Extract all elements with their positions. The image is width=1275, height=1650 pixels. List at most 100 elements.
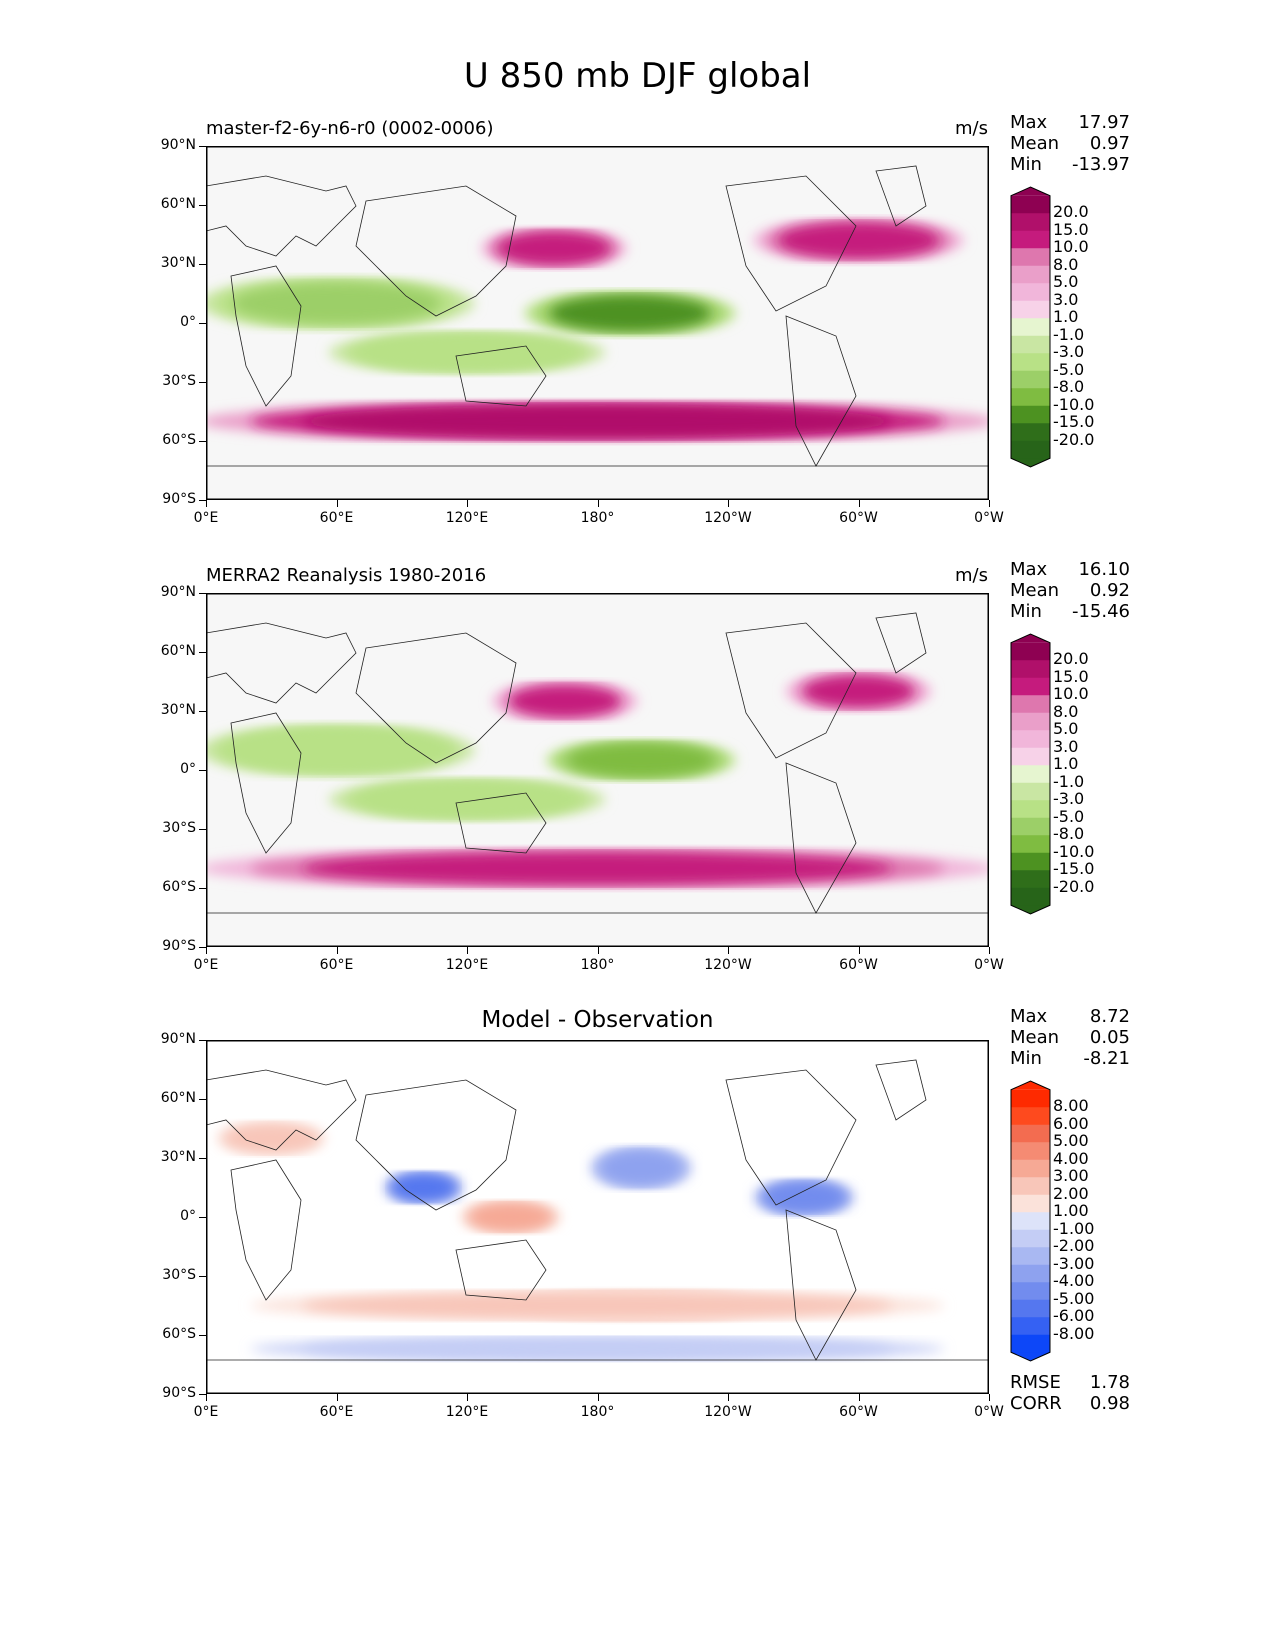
coastline [230, 1159, 302, 1301]
figure-title: U 850 mb DJF global [463, 56, 812, 96]
colorbar-tick-label: 1.0 [1053, 307, 1079, 327]
colorbar-cell [1011, 800, 1050, 819]
lon-tick-mark [989, 1394, 990, 1401]
lat-tick-label: 90°N [160, 584, 196, 600]
colorbar-cell [1011, 1317, 1050, 1336]
lon-tick-label: 60°E [319, 957, 354, 973]
map-border [206, 146, 989, 500]
map-panel-2 [206, 593, 989, 947]
stat-max-value: 16.10 [1078, 559, 1130, 580]
colorbar-tick-label: 3.0 [1053, 736, 1079, 756]
colorbar [1010, 186, 1051, 468]
stat-mean-label: Mean [1010, 580, 1060, 601]
coastline [725, 622, 857, 759]
lon-tick-label: 0°E [193, 1404, 219, 1420]
panel-title: master-f2-6y-n6-r0 (0002-0006) [206, 118, 494, 139]
stat-corr-value: 0.98 [1089, 1393, 1130, 1414]
lon-tick-mark [858, 947, 860, 954]
coastline [206, 622, 357, 704]
colorbar-cell [1011, 747, 1050, 766]
field-feature [302, 1338, 893, 1360]
colorbar-tick-label: 10.0 [1053, 237, 1089, 257]
colorbar-tick-label: -1.00 [1053, 1218, 1095, 1238]
field-feature [601, 1151, 681, 1185]
colorbar-tick-label: -3.0 [1053, 789, 1085, 809]
field-feature [391, 1174, 456, 1201]
lat-tick-label: 90°S [162, 938, 196, 954]
lat-tick-mark [199, 888, 206, 889]
coastline [875, 1059, 927, 1121]
stat-max-label: Max [1010, 1006, 1048, 1027]
colorbar-cell [1011, 782, 1050, 801]
colorbar-cell [1011, 353, 1050, 372]
colorbar-tick-label: -20.0 [1053, 429, 1095, 449]
colorbar [1010, 633, 1051, 915]
colorbar-cell [1011, 1107, 1050, 1126]
lon-tick-label: 120°E [445, 957, 489, 973]
coastline [355, 632, 517, 764]
lat-tick-mark [199, 593, 206, 594]
lon-tick-mark [597, 500, 599, 507]
colorbar-tick-label: -1.0 [1053, 324, 1085, 344]
colorbar-cell [1011, 1142, 1050, 1161]
lon-tick-label: 0°E [193, 957, 219, 973]
colorbar-tick-label: -15.0 [1053, 859, 1095, 879]
coastline [206, 1069, 357, 1151]
lat-tick-mark [199, 1335, 206, 1336]
colorbar-cell [1011, 213, 1050, 232]
lon-tick-label: 120°W [704, 1404, 752, 1420]
coastline [725, 1069, 857, 1206]
lat-tick-mark [199, 947, 206, 948]
lat-tick-label: 30°S [162, 1267, 196, 1283]
coastline [206, 1359, 989, 1394]
lat-tick-mark [199, 1276, 206, 1277]
lat-tick-mark [199, 323, 206, 324]
stat-mean-label: Mean [1010, 1027, 1060, 1048]
colorbar-tick-label: -4.00 [1053, 1271, 1095, 1291]
lat-tick-mark [199, 500, 206, 501]
colorbar-cell [1011, 388, 1050, 407]
units-label: m/s [955, 565, 988, 586]
stat-mean-value: 0.05 [1089, 1027, 1130, 1048]
lat-tick-mark [199, 205, 206, 206]
colorbar-cell [1011, 1264, 1050, 1283]
stat-mean-value: 0.97 [1089, 133, 1130, 154]
lon-tick-mark [728, 500, 729, 507]
stat-max-label: Max [1010, 112, 1048, 133]
stat-min-value: -15.46 [1071, 601, 1130, 622]
lon-tick-label: 60°E [319, 510, 354, 526]
lon-tick-label: 0°W [974, 957, 1004, 973]
lat-tick-label: 30°N [160, 702, 196, 718]
stat-max-value: 8.72 [1089, 1006, 1130, 1027]
colorbar-outline [1010, 186, 1051, 468]
lat-tick-mark [199, 770, 206, 771]
lon-tick-label: 120°W [704, 510, 752, 526]
colorbar-tick-label: 8.0 [1053, 701, 1079, 721]
colorbar-tick-label: 5.00 [1053, 1131, 1089, 1151]
colorbar-tick-label: -1.0 [1053, 771, 1085, 791]
colorbar-cell [1011, 642, 1050, 661]
colorbar-cell [1011, 423, 1050, 442]
colorbar-tick-label: 5.0 [1053, 719, 1079, 739]
colorbar-cell [1011, 195, 1050, 214]
lon-tick-mark [989, 500, 990, 507]
coastline [785, 315, 857, 467]
lon-tick-mark [206, 500, 207, 507]
colorbar-extend-top [1011, 187, 1050, 196]
colorbar-tick-label: 1.0 [1053, 754, 1079, 774]
colorbar-cell [1011, 1194, 1050, 1213]
lon-tick-mark [467, 500, 468, 507]
colorbar-tick-label: -15.0 [1053, 412, 1095, 432]
colorbar-tick-label: -10.0 [1053, 841, 1095, 861]
lat-tick-mark [199, 1040, 206, 1041]
lon-tick-mark [336, 947, 338, 954]
colorbar-tick-label: 10.0 [1053, 684, 1089, 704]
colorbar-cell [1011, 1089, 1050, 1108]
colorbar-cell [1011, 1334, 1050, 1353]
colorbar-tick-label: -8.00 [1053, 1323, 1095, 1343]
lon-tick-mark [858, 1394, 860, 1401]
field-feature [232, 282, 441, 324]
lat-tick-label: 90°S [162, 1385, 196, 1401]
colorbar-cell [1011, 1212, 1050, 1231]
colorbar-tick-label: 15.0 [1053, 666, 1089, 686]
